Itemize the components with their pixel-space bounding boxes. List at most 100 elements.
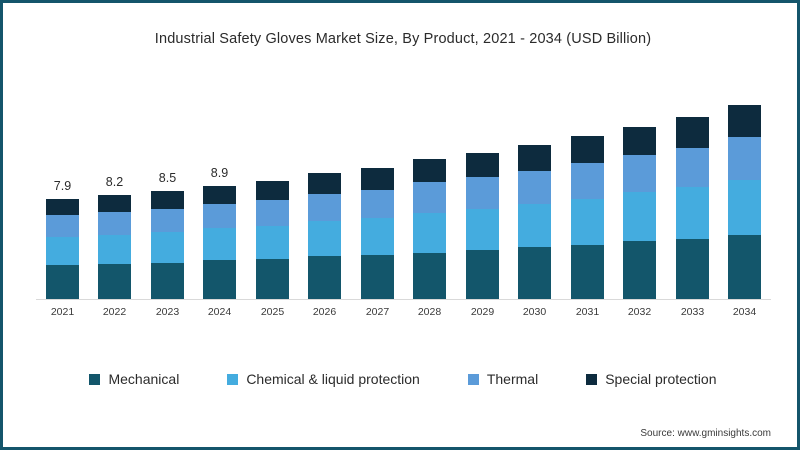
bar-group[interactable] <box>466 152 499 300</box>
legend-item-thermal[interactable]: Thermal <box>467 371 538 387</box>
bar-segment-mechanical[interactable] <box>571 244 604 300</box>
bar-stack[interactable] <box>728 105 761 300</box>
bar-segment-special-protection[interactable] <box>151 191 184 210</box>
bar-segment-thermal[interactable] <box>728 137 761 180</box>
bar-segment-chemical-liquid-protection[interactable] <box>728 179 761 235</box>
bar-group[interactable] <box>728 105 761 300</box>
bar-segment-thermal[interactable] <box>98 211 131 235</box>
bar-segment-thermal[interactable] <box>623 155 656 193</box>
bar-segment-special-protection[interactable] <box>361 168 394 190</box>
bar-segment-chemical-liquid-protection[interactable] <box>308 220 341 257</box>
bar-segment-thermal[interactable] <box>361 189 394 219</box>
bar-segment-thermal[interactable] <box>413 182 446 213</box>
bar-segment-mechanical[interactable] <box>728 234 761 300</box>
plot-area <box>36 63 771 300</box>
x-axis-tick-2033: 2033 <box>680 306 705 318</box>
bar-group[interactable] <box>361 168 394 300</box>
legend-item-chemical-liquid-protection[interactable]: Chemical & liquid protection <box>227 371 420 387</box>
bar-segment-mechanical[interactable] <box>676 238 709 300</box>
bar-segment-chemical-liquid-protection[interactable] <box>46 237 79 266</box>
bar-segment-thermal[interactable] <box>676 147 709 188</box>
bar-segment-mechanical[interactable] <box>308 256 341 300</box>
x-axis-tick-2031: 2031 <box>575 306 600 318</box>
bar-value-label: 8.2 <box>105 174 124 189</box>
x-axis-tick-2029: 2029 <box>470 306 495 318</box>
x-axis-tick-2026: 2026 <box>312 306 337 318</box>
bar-segment-mechanical[interactable] <box>361 255 394 300</box>
bar-segment-thermal[interactable] <box>46 215 79 238</box>
bar-segment-thermal[interactable] <box>151 209 184 233</box>
bar-stack[interactable] <box>256 180 289 300</box>
legend-item-mechanical[interactable]: Mechanical <box>89 371 179 387</box>
bar-segment-mechanical[interactable] <box>466 250 499 300</box>
bar-stack[interactable] <box>308 173 341 300</box>
x-axis-tick-2022: 2022 <box>102 306 127 318</box>
bar-stack[interactable] <box>413 159 446 300</box>
bar-segment-special-protection[interactable] <box>728 105 761 138</box>
bar-stack[interactable] <box>361 168 394 300</box>
bar-segment-special-protection[interactable] <box>518 145 551 171</box>
bar-segment-mechanical[interactable] <box>203 260 236 300</box>
bar-group[interactable] <box>98 195 131 300</box>
bar-group[interactable] <box>623 127 656 300</box>
bar-group[interactable] <box>413 159 446 300</box>
bar-stack[interactable] <box>151 191 184 300</box>
bar-stack[interactable] <box>676 116 709 300</box>
bar-segment-thermal[interactable] <box>466 177 499 210</box>
bar-segment-special-protection[interactable] <box>413 159 446 183</box>
bar-segment-chemical-liquid-protection[interactable] <box>623 192 656 242</box>
bar-segment-special-protection[interactable] <box>98 195 131 212</box>
bar-stack[interactable] <box>623 127 656 300</box>
bar-segment-special-protection[interactable] <box>203 186 236 204</box>
bar-segment-special-protection[interactable] <box>623 127 656 156</box>
bar-value-label: 8.5 <box>158 171 177 186</box>
bar-segment-special-protection[interactable] <box>571 136 604 163</box>
bar-segment-mechanical[interactable] <box>623 241 656 300</box>
bar-segment-special-protection[interactable] <box>256 180 289 201</box>
bar-segment-thermal[interactable] <box>203 203 236 229</box>
x-axis-tick-2028: 2028 <box>417 306 442 318</box>
bar-group[interactable] <box>46 198 79 300</box>
x-axis-tick-2023: 2023 <box>155 306 180 318</box>
bar-segment-thermal[interactable] <box>571 162 604 199</box>
bar-segment-mechanical[interactable] <box>151 262 184 300</box>
bar-stack[interactable] <box>46 198 79 300</box>
bar-stack[interactable] <box>518 145 551 300</box>
bar-segment-chemical-liquid-protection[interactable] <box>413 212 446 253</box>
x-axis-line <box>36 299 771 300</box>
bar-segment-chemical-liquid-protection[interactable] <box>466 209 499 251</box>
bar-group[interactable] <box>256 180 289 300</box>
bar-group[interactable] <box>676 116 709 300</box>
bar-segment-mechanical[interactable] <box>413 252 446 300</box>
bar-group[interactable] <box>203 186 236 300</box>
bar-segment-special-protection[interactable] <box>676 116 709 148</box>
bar-group[interactable] <box>151 191 184 300</box>
bar-segment-thermal[interactable] <box>256 200 289 226</box>
bar-segment-chemical-liquid-protection[interactable] <box>203 228 236 261</box>
bar-stack[interactable] <box>466 152 499 300</box>
legend-item-special-protection[interactable]: Special protection <box>586 371 717 387</box>
bar-group[interactable] <box>571 136 604 300</box>
bar-stack[interactable] <box>203 186 236 300</box>
bar-group[interactable] <box>308 173 341 300</box>
bar-segment-chemical-liquid-protection[interactable] <box>361 218 394 256</box>
bar-segment-thermal[interactable] <box>308 193 341 221</box>
bar-segment-chemical-liquid-protection[interactable] <box>676 187 709 239</box>
bar-segment-mechanical[interactable] <box>46 265 79 300</box>
bar-segment-special-protection[interactable] <box>308 173 341 194</box>
chart-title: Industrial Safety Gloves Market Size, By… <box>154 31 652 47</box>
bar-group[interactable] <box>518 145 551 300</box>
bar-segment-mechanical[interactable] <box>256 259 289 300</box>
bar-segment-special-protection[interactable] <box>46 198 79 216</box>
bar-segment-chemical-liquid-protection[interactable] <box>98 234 131 265</box>
bar-segment-mechanical[interactable] <box>518 247 551 300</box>
bar-segment-chemical-liquid-protection[interactable] <box>571 198 604 245</box>
bar-segment-chemical-liquid-protection[interactable] <box>256 225 289 260</box>
bar-segment-special-protection[interactable] <box>466 152 499 178</box>
bar-segment-thermal[interactable] <box>518 170 551 204</box>
bar-stack[interactable] <box>571 136 604 300</box>
bar-segment-chemical-liquid-protection[interactable] <box>151 232 184 263</box>
bar-segment-mechanical[interactable] <box>98 264 131 300</box>
bar-stack[interactable] <box>98 195 131 300</box>
bar-segment-chemical-liquid-protection[interactable] <box>518 203 551 248</box>
